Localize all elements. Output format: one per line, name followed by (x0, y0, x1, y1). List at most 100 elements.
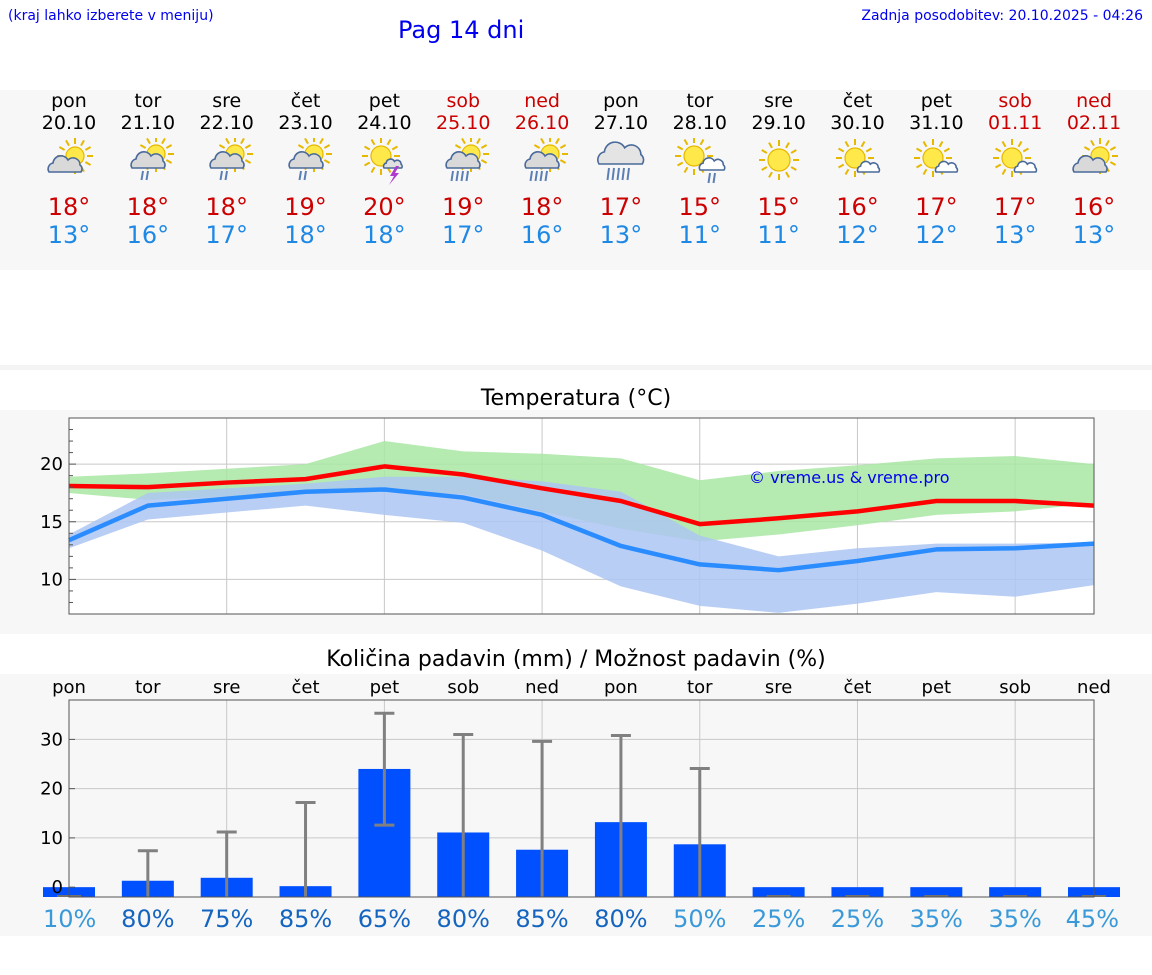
day-date: 26.10 (514, 112, 570, 134)
plot-frame (68, 699, 1095, 898)
min-temp: 13° (1072, 221, 1116, 249)
day-label: sob (447, 677, 479, 698)
max-temp: 15° (678, 193, 722, 221)
day-name: tor (686, 90, 714, 112)
day-date: 02.11 (1066, 112, 1122, 134)
day-name: pet (920, 90, 952, 112)
forecast-day: ned 02.11 16° 13° (1054, 90, 1134, 249)
sun-icon (758, 140, 799, 180)
min-temp: 17° (441, 221, 485, 249)
day-date: 22.10 (199, 112, 254, 134)
cloud-sun-heavy-rain-icon (524, 138, 569, 182)
max-temp: 20° (363, 193, 406, 221)
day-name: čet (842, 90, 873, 112)
sun-thunderstorm-icon (362, 138, 404, 185)
max-temp: 17° (915, 193, 958, 221)
day-label: sre (765, 677, 792, 698)
y-tick-label: 0 (52, 877, 63, 898)
sun-small-cloud-icon (993, 139, 1038, 177)
min-temp: 11° (757, 221, 800, 249)
day-label: ned (525, 677, 559, 698)
day-date: 27.10 (593, 112, 649, 134)
day-date: 29.10 (751, 112, 806, 134)
precip-probability: 80% (121, 905, 174, 933)
forecast-strip: pon 20.10 18° 13° tor 21.10 18° 16° sre 22.10 18° 1… (0, 90, 1152, 270)
cloud-heavy-rain-icon (596, 141, 645, 181)
y-tick-label: 10 (40, 569, 63, 590)
forecast-day: tor 21.10 18° 16° (108, 90, 188, 249)
forecast-day: sob 01.11 17° 13° (975, 90, 1055, 249)
day-name: sre (212, 90, 242, 112)
day-name: pon (51, 90, 87, 112)
max-temp-line (68, 464, 1095, 527)
day-name: tor (134, 90, 162, 112)
forecast-day: sre 22.10 18° 17° (187, 90, 267, 249)
max-temp: 19° (284, 193, 327, 221)
sun-cloud-rain-icon (674, 138, 726, 184)
plot-frame (68, 417, 1095, 615)
day-label: čet (292, 677, 320, 698)
precip-bar (989, 887, 1042, 897)
min-temp: 16° (126, 221, 170, 249)
temperature-panel: 10 15 20 © vreme.us & vreme.pro (0, 410, 1152, 634)
day-label: sre (213, 677, 240, 698)
max-temp: 18° (520, 193, 564, 221)
precip-probability: 35% (988, 905, 1041, 933)
day-date: 01.11 (987, 112, 1043, 134)
day-name: ned (524, 90, 560, 112)
max-temp: 18° (205, 193, 248, 221)
watermark: © vreme.us & vreme.pro (749, 468, 950, 487)
min-temp: 16° (520, 221, 564, 249)
day-label: ned (1077, 677, 1111, 698)
forecast-day: ned 26.10 18° 16° (502, 90, 582, 249)
precip-probability: 85% (515, 905, 568, 933)
day-date: 28.10 (672, 112, 727, 134)
max-temp: 17° (599, 193, 643, 221)
precip-probability: 75% (200, 905, 253, 933)
y-tick-label: 20 (40, 779, 63, 800)
y-tick-label: 20 (40, 454, 63, 475)
max-temp: 19° (441, 193, 485, 221)
precip-probability: 10% (43, 905, 96, 933)
day-name: sre (764, 90, 794, 112)
max-temp: 16° (836, 193, 879, 221)
min-temp: 17° (205, 221, 248, 249)
min-temp: 12° (836, 221, 879, 249)
min-temp: 13° (993, 221, 1037, 249)
max-temp: 18° (47, 193, 91, 221)
precipitation-panel: pon tor sre čet pet sob ned pon tor sre čet pet sob n… (0, 674, 1152, 936)
precip-bar (752, 887, 805, 897)
precip-probability: 25% (752, 905, 805, 933)
forecast-day: tor 28.10 15° 11° (660, 90, 740, 249)
day-label: pet (922, 677, 952, 698)
day-label: pet (370, 677, 400, 698)
forecast-day: pon 27.10 17° 13° (581, 90, 661, 249)
min-temp: 11° (678, 221, 722, 249)
min-temp: 18° (363, 221, 406, 249)
forecast-day: sre 29.10 15° 11° (739, 90, 819, 249)
day-date: 23.10 (278, 112, 333, 134)
forecast-day: pon 20.10 18° 13° (29, 90, 109, 249)
day-date: 31.10 (909, 112, 964, 134)
day-name: sob (446, 90, 481, 112)
cloud-sun-rain-icon (287, 138, 332, 181)
day-date: 25.10 (436, 112, 491, 134)
precipitation-chart-title: Količina padavin (mm) / Možnost padavin … (326, 647, 826, 672)
day-name: sob (998, 90, 1032, 112)
cloud-sun-rain-icon (209, 138, 253, 181)
precip-probability: 50% (673, 905, 726, 933)
last-updated: Zadnja posodobitev: 20.10.2025 - 04:26 (861, 8, 1143, 24)
day-label: tor (687, 677, 713, 698)
plot-area (69, 700, 1094, 897)
max-temp: 17° (993, 193, 1037, 221)
day-date: 21.10 (120, 112, 176, 134)
location-hint: (kraj lahko izberete v meniju) (8, 8, 214, 24)
day-date: 24.10 (357, 112, 412, 134)
forecast-day: sob 25.10 19° 17° (423, 90, 503, 249)
temperature-chart-title: Temperatura (°C) (480, 386, 672, 411)
day-name: ned (1076, 90, 1112, 112)
precip-probability: 65% (358, 905, 411, 933)
y-tick-label: 30 (40, 729, 63, 750)
sun-small-cloud-icon (914, 139, 959, 177)
precipitation-chart: pon tor sre čet pet sob ned pon tor sre čet pet sob n… (40, 677, 1120, 933)
